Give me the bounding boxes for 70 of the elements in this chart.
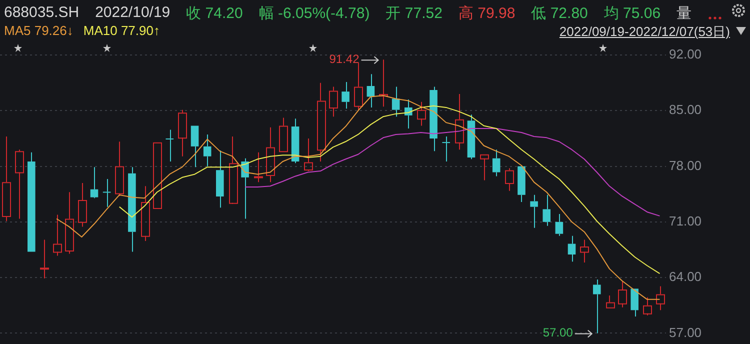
- candlestick: [279, 117, 288, 152]
- candlestick: [2, 136, 11, 222]
- candlestick: [40, 239, 49, 279]
- text: 幅 -6.05%(-4.78): [258, 4, 370, 23]
- candlestick: [643, 296, 652, 316]
- y-tick-label: 85.00: [669, 102, 702, 118]
- candlestick: [542, 194, 551, 226]
- candlestick: [630, 288, 638, 318]
- candlestick: [15, 149, 24, 220]
- y-tick-label: 71.00: [669, 214, 702, 228]
- text: 收 74.20: [186, 4, 243, 23]
- candlestick: [505, 168, 514, 192]
- candlestick: [178, 109, 187, 157]
- candlestick: [229, 136, 238, 205]
- y-tick-label: 78.00: [669, 158, 702, 173]
- candlestick: [518, 166, 526, 203]
- candlestick: [342, 82, 350, 110]
- candlestick: [203, 134, 212, 167]
- candlestick: [53, 214, 62, 256]
- candlestick: [317, 82, 326, 162]
- candlestick: [442, 136, 450, 162]
- text: MA10 77.90↑: [83, 23, 160, 38]
- candlestick: [102, 178, 111, 208]
- candlestick: [568, 235, 576, 262]
- candlestick: [492, 149, 500, 177]
- candlestick: [304, 138, 313, 172]
- candlestick: [329, 86, 338, 118]
- candlestick: [366, 74, 375, 108]
- candlestick: [90, 166, 98, 199]
- candlestick: [580, 239, 589, 263]
- candlestick: [417, 101, 426, 126]
- text: 开 77.52: [386, 4, 442, 23]
- annotation: 91.42: [329, 52, 360, 66]
- text: MA5 79.26↓: [4, 23, 74, 38]
- y-tick-label: 64.00: [669, 269, 702, 284]
- candlestick: [291, 118, 300, 164]
- candlestick: [430, 86, 438, 152]
- candlestick: [606, 294, 615, 308]
- text: 低 72.80: [531, 4, 588, 23]
- text: 2022/09/19-2022/12/07(53日): [559, 23, 730, 41]
- text: 量: [676, 4, 692, 23]
- candlestick: [78, 182, 87, 228]
- candlestick: [555, 213, 564, 236]
- candlestick: [656, 286, 665, 311]
- candlestick: [166, 129, 174, 162]
- candlestick: [254, 152, 263, 183]
- candlestick: [190, 126, 199, 168]
- candlestick: [216, 150, 224, 208]
- candlestick: [65, 192, 74, 254]
- candlestick: [379, 59, 388, 108]
- candlestick: [392, 86, 400, 118]
- y-tick-label: 57.00: [669, 324, 702, 340]
- y-tick-label: 92.00: [669, 46, 702, 62]
- text: 高 79.98: [458, 4, 516, 23]
- candlestick: [404, 99, 412, 130]
- candlestick: [128, 166, 136, 252]
- candlestick: [618, 281, 627, 308]
- candlestick: [592, 279, 601, 334]
- candlestick: [28, 152, 36, 252]
- text: 均 75.06: [604, 4, 661, 23]
- candlestick: [115, 141, 124, 197]
- candlestick: [530, 194, 538, 228]
- candlestick: [480, 154, 489, 181]
- candlestick: [266, 126, 275, 183]
- text: 688035.SH: [4, 4, 80, 23]
- text: 2022/10/19: [95, 4, 170, 23]
- candlestick: [141, 186, 150, 242]
- candlestick: [354, 62, 363, 110]
- annotation: 57.00: [542, 326, 574, 340]
- candlestick: [455, 93, 464, 150]
